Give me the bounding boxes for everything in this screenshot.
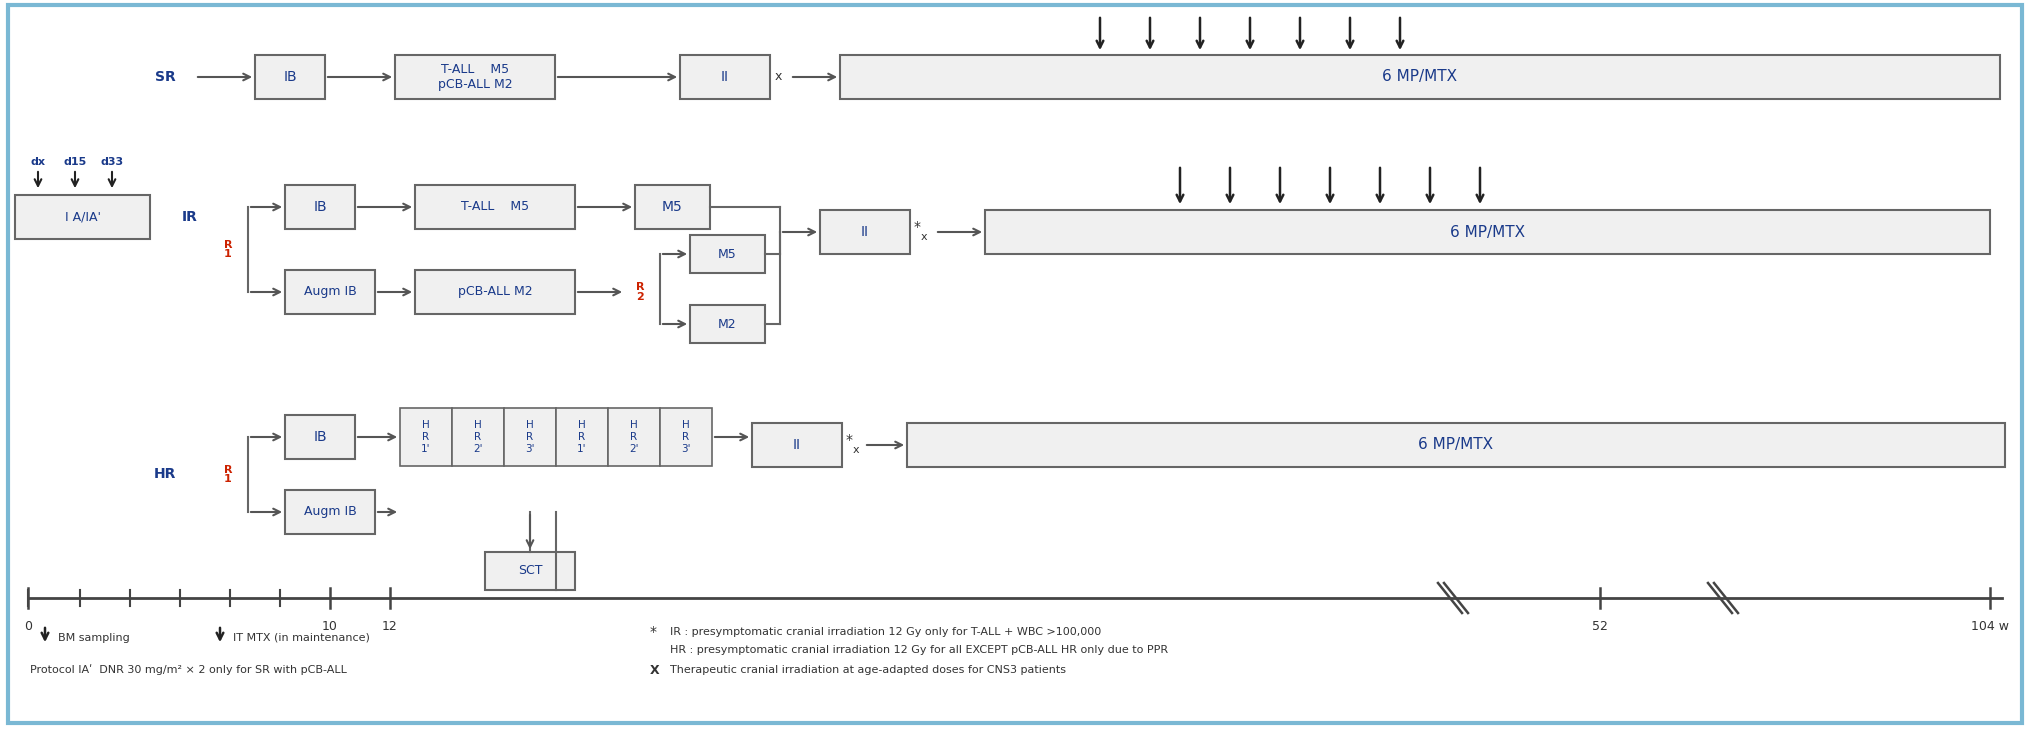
Text: M5: M5	[719, 247, 737, 261]
Text: Protocol IAʹ  DNR 30 mg/m² × 2 only for SR with pCB-ALL: Protocol IAʹ DNR 30 mg/m² × 2 only for S…	[30, 664, 347, 675]
Text: R
1: R 1	[223, 465, 231, 484]
Bar	[284, 185, 355, 229]
Text: H
R
2': H R 2'	[473, 421, 483, 453]
Text: 6 MP/MTX: 6 MP/MTX	[1449, 224, 1525, 239]
Text: T-ALL    M5
pCB-ALL M2: T-ALL M5 pCB-ALL M2	[438, 63, 512, 91]
Text: H
R
1': H R 1'	[577, 421, 587, 453]
Bar	[751, 423, 842, 467]
Text: IR : presymptomatic cranial irradiation 12 Gy only for T-ALL + WBC >100,000: IR : presymptomatic cranial irradiation …	[670, 627, 1100, 637]
Bar	[414, 185, 574, 229]
Text: IT MTX (in maintenance): IT MTX (in maintenance)	[233, 633, 369, 643]
Bar	[690, 305, 765, 343]
Text: H
R
1': H R 1'	[422, 421, 430, 453]
Bar	[840, 55, 2000, 99]
Bar	[485, 552, 574, 590]
Bar	[396, 55, 554, 99]
Bar	[820, 210, 909, 254]
Bar	[414, 270, 574, 314]
Bar	[503, 408, 556, 466]
Bar	[635, 185, 710, 229]
Text: II: II	[861, 225, 869, 239]
Bar	[690, 235, 765, 273]
Bar	[284, 270, 376, 314]
Text: SCT: SCT	[518, 565, 542, 577]
Text: X: X	[650, 663, 660, 676]
Text: H
R
2': H R 2'	[629, 421, 639, 453]
Text: Augm IB: Augm IB	[304, 285, 357, 299]
Text: *: *	[847, 433, 853, 447]
Text: pCB-ALL M2: pCB-ALL M2	[457, 285, 532, 299]
Text: I A/IA': I A/IA'	[65, 210, 102, 224]
Text: d15: d15	[63, 157, 87, 167]
Text: 6 MP/MTX: 6 MP/MTX	[1382, 70, 1458, 85]
Text: R
2: R 2	[635, 282, 644, 302]
Text: R
1: R 1	[223, 240, 231, 259]
Bar	[609, 408, 660, 466]
Text: 52: 52	[1592, 620, 1608, 633]
Text: IB: IB	[313, 200, 327, 214]
Text: d33: d33	[99, 157, 124, 167]
Text: x: x	[773, 71, 782, 83]
Text: II: II	[794, 438, 802, 452]
Bar	[453, 408, 503, 466]
Bar	[14, 195, 150, 239]
Bar	[400, 408, 453, 466]
Text: *: *	[650, 625, 658, 639]
Text: M5: M5	[662, 200, 682, 214]
Text: SR: SR	[154, 70, 175, 84]
Text: 6 MP/MTX: 6 MP/MTX	[1419, 438, 1494, 452]
Bar	[556, 408, 609, 466]
Text: H
R
3': H R 3'	[682, 421, 690, 453]
Text: H
R
3': H R 3'	[526, 421, 534, 453]
Bar	[256, 55, 325, 99]
Text: HR : presymptomatic cranial irradiation 12 Gy for all EXCEPT pCB-ALL HR only due: HR : presymptomatic cranial irradiation …	[670, 645, 1167, 655]
Bar	[680, 55, 769, 99]
Text: II: II	[721, 70, 729, 84]
Text: *: *	[914, 220, 920, 234]
Text: IR: IR	[183, 210, 199, 224]
Bar	[907, 423, 2006, 467]
Text: 104 w: 104 w	[1971, 620, 2010, 633]
Text: x: x	[853, 445, 859, 455]
Text: Augm IB: Augm IB	[304, 505, 357, 519]
Text: 0: 0	[24, 620, 32, 633]
Text: Therapeutic cranial irradiation at age-adapted doses for CNS3 patients: Therapeutic cranial irradiation at age-a…	[670, 665, 1066, 675]
Text: dx: dx	[30, 157, 45, 167]
Bar	[284, 490, 376, 534]
Bar	[284, 415, 355, 459]
FancyBboxPatch shape	[8, 5, 2022, 723]
Text: M2: M2	[719, 317, 737, 331]
Text: BM sampling: BM sampling	[59, 633, 130, 643]
Bar	[660, 408, 713, 466]
Text: IB: IB	[284, 70, 296, 84]
Text: 10: 10	[323, 620, 337, 633]
Text: IB: IB	[313, 430, 327, 444]
Text: T-ALL    M5: T-ALL M5	[461, 201, 530, 213]
Text: HR: HR	[154, 467, 177, 481]
Text: 12: 12	[382, 620, 398, 633]
Text: x: x	[922, 232, 928, 242]
Bar	[985, 210, 1989, 254]
